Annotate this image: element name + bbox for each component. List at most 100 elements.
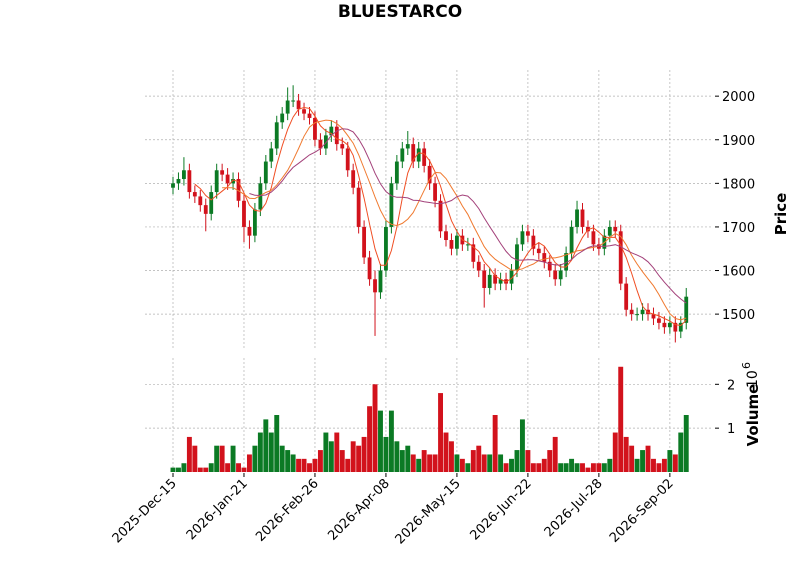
volume-bar: [181, 463, 187, 472]
volume-bar: [503, 463, 509, 472]
volume-bar: [470, 450, 476, 472]
y-axis-label: Price: [772, 193, 790, 236]
candle-body: [367, 257, 372, 280]
candle-body: [171, 183, 175, 188]
candle-body: [580, 209, 585, 227]
volume-bar: [465, 463, 471, 472]
candle-body: [209, 192, 214, 214]
volume-bar: [312, 458, 318, 472]
volume-bar: [345, 458, 351, 472]
candle-body: [444, 231, 448, 241]
y-tick-label: 1900: [722, 134, 755, 149]
y-tick-label: 1600: [722, 265, 755, 280]
candle-body: [280, 113, 285, 123]
volume-exponent-power: 6: [740, 362, 753, 369]
candle-body: [520, 231, 525, 245]
volume-bar: [339, 450, 345, 472]
volume-bar: [601, 463, 607, 472]
volume-bar: [421, 450, 427, 472]
moving-average: [222, 119, 687, 321]
candle-body: [651, 314, 656, 319]
volume-bar: [170, 467, 176, 472]
candle-body: [296, 100, 301, 110]
volume-bar: [317, 450, 323, 472]
volume-bar: [629, 445, 635, 472]
volume-bar: [197, 467, 203, 472]
volume-bar: [590, 463, 596, 472]
volume-bar: [498, 454, 504, 472]
volume-bar: [536, 463, 542, 472]
volume-bar: [530, 463, 536, 472]
candle-body: [640, 309, 645, 315]
volume-bar: [383, 436, 389, 472]
volume-bar: [203, 467, 209, 472]
volume-bar: [176, 467, 181, 472]
volume-bar: [481, 454, 487, 472]
candle-body: [678, 322, 683, 332]
volume-bar: [514, 450, 520, 472]
volume-bar: [612, 432, 618, 472]
volume-bar: [541, 458, 547, 472]
volume-bar: [328, 441, 334, 472]
volume-bar: [367, 406, 373, 472]
candle-body: [252, 209, 257, 236]
volume-bar: [192, 445, 198, 472]
candle-body: [498, 279, 503, 284]
volume-bar: [487, 454, 493, 472]
candle-body: [220, 170, 225, 175]
candle-body: [673, 322, 678, 332]
candle-body: [575, 209, 579, 227]
volume-bar: [449, 441, 454, 472]
volume-bar: [683, 415, 689, 472]
volume-bar: [225, 463, 231, 472]
candle-body: [657, 318, 661, 323]
candle-body: [433, 183, 437, 201]
candle-body: [684, 296, 689, 323]
volume-bar: [214, 445, 220, 472]
candle-body: [427, 165, 432, 184]
candle-body: [635, 314, 640, 316]
candle-body: [405, 144, 410, 149]
volume-bar: [645, 445, 651, 472]
x-tick-label: 2026-Sep-02: [607, 476, 677, 546]
x-tick-label: 2026-Apr-08: [325, 476, 392, 543]
volume-bar: [268, 432, 274, 472]
candle-body: [629, 309, 634, 315]
volume-bar: [307, 463, 312, 472]
candle-body: [356, 187, 361, 227]
candle-body: [198, 196, 203, 206]
volume-bar: [334, 432, 340, 472]
candle-body: [307, 113, 312, 118]
candle-body: [476, 261, 481, 271]
volume-bar: [623, 436, 629, 472]
candle-body: [553, 270, 558, 280]
candle-body: [547, 261, 552, 271]
candle-body: [662, 322, 667, 328]
volume-bar: [492, 415, 498, 472]
candle-body: [203, 205, 208, 214]
x-tick-label: 2026-Jun-22: [468, 476, 535, 543]
volume-bar: [290, 454, 296, 472]
candle-body: [378, 270, 383, 293]
x-tick-label: 2025-Dec-15: [110, 476, 180, 546]
volume-bar: [285, 450, 291, 472]
volume-bar: [361, 436, 367, 472]
volume-bar: [552, 436, 558, 472]
volume-bar: [323, 432, 329, 472]
volume-bar: [607, 458, 613, 472]
candle-body: [373, 279, 377, 293]
volume-bar: [279, 445, 285, 472]
candle-body: [482, 270, 487, 288]
candle-body: [291, 100, 296, 102]
x-tick-label: 2026-Jan-21: [184, 476, 251, 543]
candle-body: [269, 148, 274, 162]
candle-body: [531, 235, 536, 249]
volume-bar: [574, 463, 580, 472]
candle-body: [536, 248, 541, 254]
candle-body: [214, 170, 219, 193]
volume-tick-label: 1: [727, 422, 735, 437]
candle-body: [384, 226, 388, 271]
x-tick-label: 2026-May-15: [393, 476, 464, 547]
candle-body: [624, 283, 629, 310]
candle-body: [411, 144, 416, 162]
